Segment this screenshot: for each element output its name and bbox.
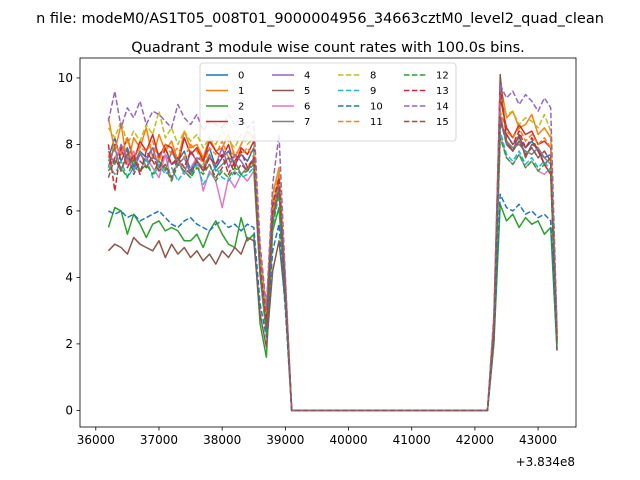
legend-label: 13 xyxy=(436,86,449,97)
series-line-8 xyxy=(107,93,558,412)
chart-title: Quadrant 3 module wise count rates with … xyxy=(131,40,525,56)
legend-label: 7 xyxy=(304,117,310,128)
x-offset-label: +3.834e8 xyxy=(516,455,575,469)
y-tick-label: 6 xyxy=(65,204,73,218)
legend-label: 11 xyxy=(370,117,383,128)
legend-label: 9 xyxy=(370,86,376,97)
legend-label: 3 xyxy=(238,117,244,128)
x-tick-label: 36000 xyxy=(77,433,115,447)
x-tick-label: 37000 xyxy=(140,433,178,447)
y-tick-label: 2 xyxy=(65,337,73,351)
legend-label: 5 xyxy=(304,86,310,97)
x-tick-label: 42000 xyxy=(456,433,494,447)
x-tick-label: 40000 xyxy=(329,433,367,447)
y-tick-label: 4 xyxy=(65,270,73,284)
legend-label: 14 xyxy=(436,102,449,113)
axes-layer: 36000 37000 38000 39000 40000 41000 42000 43000… xyxy=(58,57,577,447)
series-line-15 xyxy=(107,117,558,412)
legend-label: 0 xyxy=(238,71,244,82)
legend-label: 2 xyxy=(238,102,244,113)
legend-label: 15 xyxy=(436,117,449,128)
x-tick-label: 38000 xyxy=(203,433,241,447)
legend-label: 12 xyxy=(436,71,449,82)
legend-box xyxy=(199,62,457,142)
series-line-3 xyxy=(107,97,558,412)
legend-label: 4 xyxy=(304,71,310,82)
y-tick-label: 8 xyxy=(65,137,73,151)
x-tick-label: 43000 xyxy=(519,433,557,447)
legend-label: 1 xyxy=(238,86,244,97)
series-line-14 xyxy=(107,83,558,412)
legend-label: 6 xyxy=(304,102,310,113)
y-tick-label: 0 xyxy=(65,403,73,417)
plot-frame xyxy=(79,57,577,428)
legend-label: 8 xyxy=(370,71,376,82)
legend-label: 10 xyxy=(370,102,383,113)
chart-suptitle: n file: modeM0/AS1T05_008T01_9000004956_… xyxy=(36,11,604,27)
x-tick-label: 39000 xyxy=(266,433,304,447)
x-tick-label: 41000 xyxy=(393,433,431,447)
series-layer xyxy=(107,73,558,412)
y-tick-label: 10 xyxy=(58,71,73,85)
